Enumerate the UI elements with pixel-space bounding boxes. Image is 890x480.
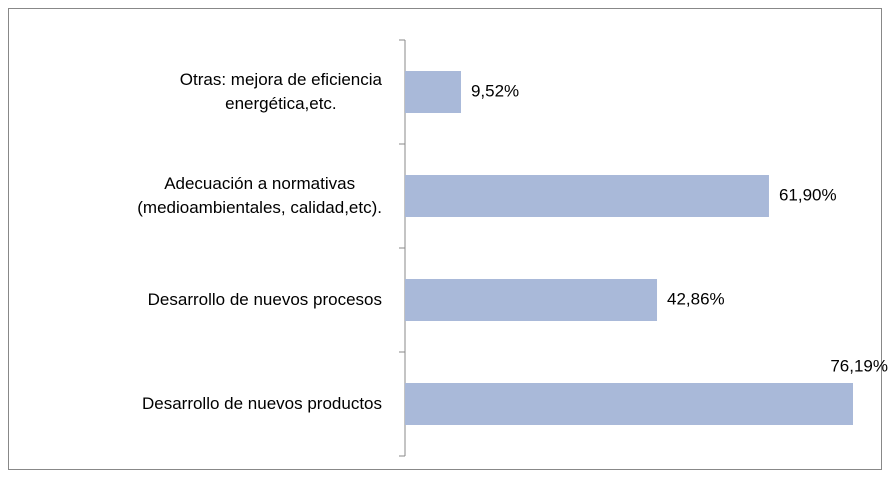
- value-label: 42,86%: [667, 289, 725, 308]
- bar: [405, 71, 461, 113]
- value-label: 61,90%: [779, 185, 837, 204]
- category-label: Desarrollo de nuevos productos: [141, 394, 382, 413]
- category-label: Otras: mejora de eficiencia energética,e…: [179, 70, 382, 113]
- bar: [405, 383, 853, 425]
- category-label: Desarrollo de nuevos procesos: [147, 290, 382, 309]
- bar: [405, 175, 769, 217]
- category-label: Adecuación a normativas (medioambientale…: [137, 174, 382, 217]
- value-label: 9,52%: [471, 81, 519, 100]
- value-label: 76,19%: [830, 356, 888, 375]
- bar: [405, 279, 658, 321]
